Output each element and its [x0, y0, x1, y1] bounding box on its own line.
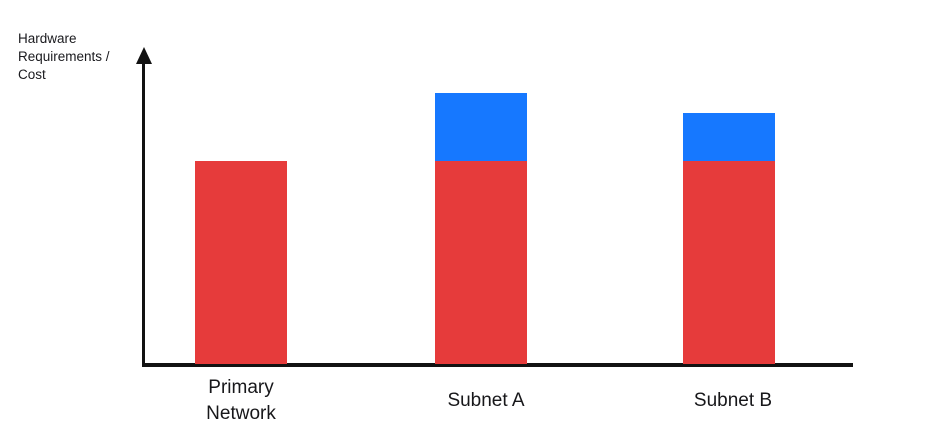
bar-segment-additional: [683, 113, 775, 161]
bar-primary-network: [195, 161, 287, 364]
category-label-subnet-b: Subnet B: [693, 390, 773, 411]
bar-segment-base: [195, 161, 287, 364]
bar-segment-base: [683, 161, 775, 364]
y-axis-label: Hardware Requirements / Cost: [18, 31, 110, 82]
bar-subnet-a: [435, 93, 527, 364]
x-axis-line: [142, 363, 853, 367]
bar-subnet-b: [683, 113, 775, 364]
bar-segment-additional: [435, 93, 527, 161]
category-label-subnet-a: Subnet A: [447, 390, 525, 411]
y-axis-line: [142, 58, 145, 364]
bar-segment-base: [435, 161, 527, 364]
category-label-primary-network: Primary Network: [206, 377, 276, 424]
y-axis-arrowhead-icon: [136, 47, 152, 64]
